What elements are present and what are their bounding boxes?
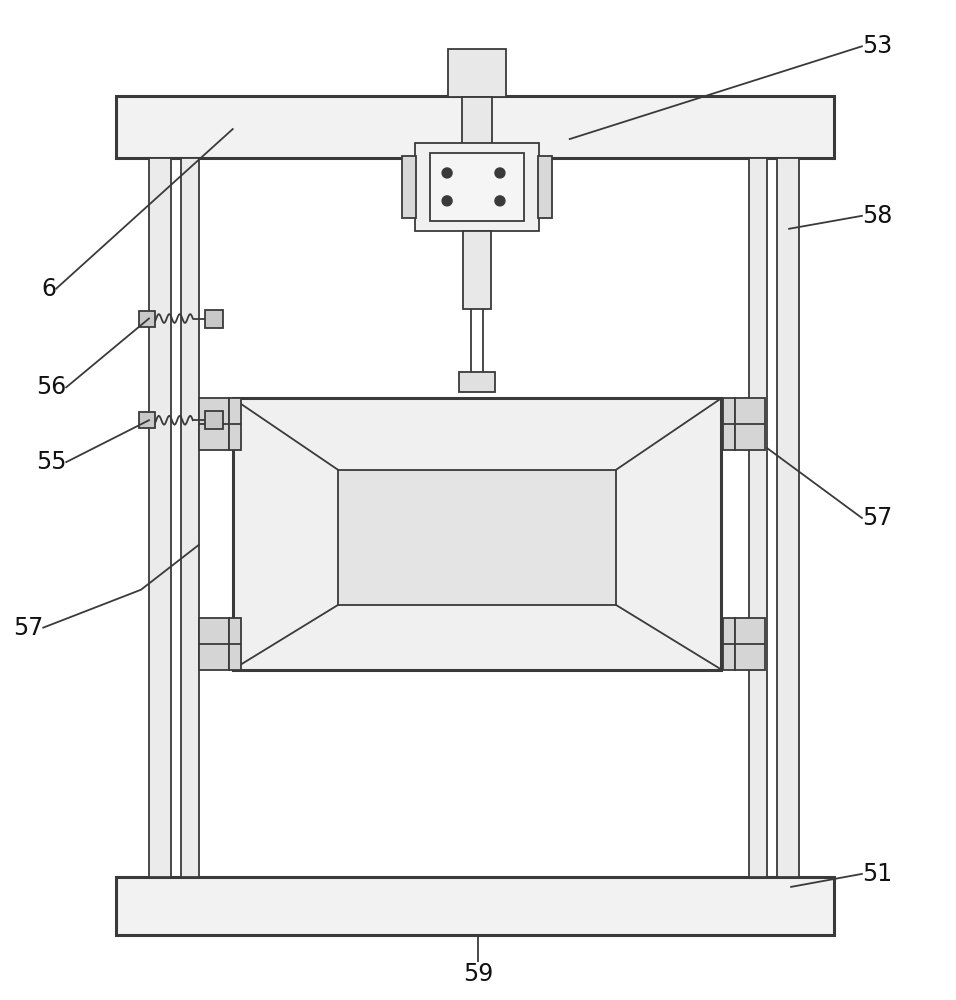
Text: 58: 58	[862, 204, 892, 228]
Bar	[199, 398, 228, 450]
Bar	[149, 158, 171, 877]
Bar	[338, 470, 616, 605]
Text: 57: 57	[862, 506, 892, 530]
Bar	[538, 156, 552, 218]
Bar	[724, 398, 735, 450]
Bar	[402, 156, 416, 218]
Bar	[232, 398, 721, 670]
Bar	[735, 618, 765, 670]
Bar	[205, 411, 223, 429]
Bar	[462, 97, 492, 159]
Bar	[139, 412, 155, 428]
Bar	[448, 49, 506, 97]
Bar	[139, 311, 155, 327]
Bar	[724, 618, 735, 670]
Bar	[415, 143, 539, 231]
Bar	[228, 398, 241, 450]
Circle shape	[442, 168, 452, 178]
Text: 6: 6	[41, 277, 56, 301]
Circle shape	[495, 196, 505, 206]
Bar	[735, 398, 765, 450]
Bar	[430, 153, 524, 221]
Bar	[463, 231, 491, 309]
Text: 56: 56	[36, 375, 66, 399]
Circle shape	[442, 196, 452, 206]
Text: 53: 53	[862, 34, 892, 58]
Bar	[777, 158, 799, 877]
Bar	[228, 618, 241, 670]
Bar	[116, 96, 834, 158]
Bar	[181, 158, 199, 877]
Bar	[459, 372, 495, 392]
Bar	[750, 158, 767, 877]
Text: 57: 57	[13, 616, 43, 640]
Text: 59: 59	[463, 962, 493, 986]
Circle shape	[495, 168, 505, 178]
Bar	[205, 310, 223, 328]
Bar	[116, 877, 834, 935]
Bar	[199, 618, 228, 670]
Text: 55: 55	[35, 450, 66, 474]
Text: 51: 51	[862, 862, 892, 886]
